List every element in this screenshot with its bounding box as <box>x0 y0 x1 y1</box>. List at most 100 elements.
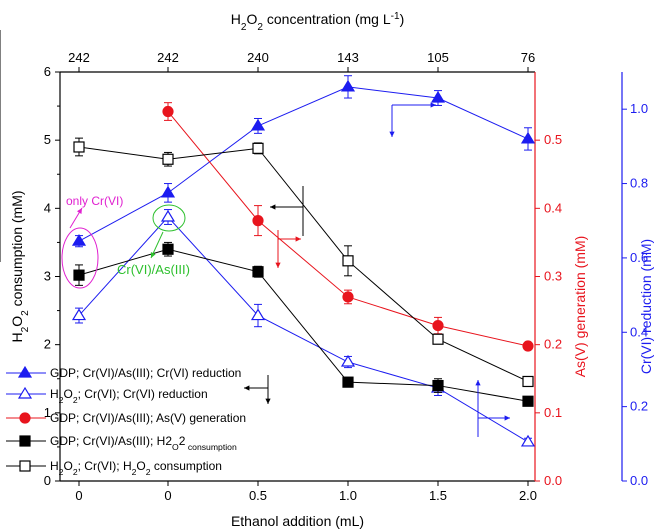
x-tick-label: 2.0 <box>519 488 537 503</box>
arrow-down-blue <box>389 105 395 137</box>
arrow-right-red <box>278 236 301 242</box>
mid-axis-title: As(V) generation (mM) <box>572 236 588 378</box>
x-tick-label: 1.0 <box>339 488 357 503</box>
arrow-left-black <box>244 385 268 391</box>
data-point <box>340 79 356 92</box>
arrow-head <box>150 252 156 258</box>
legend-label: GDP; Cr(VI)/As(III); H2O2 consumption <box>50 434 237 452</box>
series-1 <box>71 209 536 447</box>
top-tick-label: 242 <box>157 50 179 65</box>
arrow-head <box>275 262 281 268</box>
data-point <box>252 266 264 278</box>
arrow-head <box>389 131 395 137</box>
data-point <box>520 434 536 447</box>
left-tick-label: 0 <box>44 473 51 488</box>
arrow-head <box>475 380 481 386</box>
legend: GDP; Cr(VI)/As(III); Cr(VI) reduction H2O… <box>6 365 246 477</box>
data-point <box>432 379 444 392</box>
data-point <box>342 376 354 388</box>
arrow-head <box>76 208 82 214</box>
legend-marker <box>19 435 31 447</box>
right-tick-label: 0.4 <box>630 324 648 339</box>
data-point <box>162 243 174 255</box>
data-point <box>340 354 356 367</box>
x-tick-label: 0.5 <box>249 488 267 503</box>
left-tick-label: 1 <box>44 405 51 420</box>
series-line <box>78 216 529 443</box>
series-line <box>78 86 529 242</box>
data-point <box>252 215 264 227</box>
left-tick-label: 6 <box>44 64 51 79</box>
data-point <box>250 308 266 321</box>
annotation-arrow <box>69 207 83 229</box>
annotation-only-crvi: only Cr(VI) <box>66 194 123 208</box>
mid-tick-label: 0.1 <box>544 405 562 420</box>
highlight-ellipse <box>61 227 99 289</box>
mid-tick-label: 0.5 <box>544 132 562 147</box>
top-tick-label: 242 <box>68 50 90 65</box>
data-point <box>250 118 266 131</box>
series-2 <box>162 102 534 352</box>
data-point <box>71 234 87 246</box>
legend-label: H2O2; Cr(VI); H2O2 consumption <box>50 459 222 477</box>
legend-marker <box>17 365 33 378</box>
annotation-arrow <box>150 231 164 259</box>
arrow-right-blue <box>478 415 510 421</box>
data-point <box>342 291 354 303</box>
x-tick-label: 0 <box>164 488 171 503</box>
data-point <box>342 255 354 267</box>
data-point <box>162 105 174 118</box>
arrow-head <box>244 385 250 391</box>
data-point <box>520 131 536 144</box>
mid-tick-label: 0.2 <box>544 337 562 352</box>
arrow-head <box>504 415 510 421</box>
mid-tick-label: 0.4 <box>544 200 562 215</box>
highlight-ellipse <box>152 204 186 232</box>
data-point <box>71 308 87 321</box>
mid-tick-label: 0.0 <box>544 473 562 488</box>
data-point <box>73 141 85 153</box>
top-tick-label: 105 <box>427 50 449 65</box>
data-point <box>430 90 446 103</box>
data-point <box>522 340 534 352</box>
top-tick-label: 240 <box>247 50 269 65</box>
x-axis-title: Ethanol addition (mL) <box>231 513 364 529</box>
legend-marker <box>19 460 31 472</box>
data-point <box>432 333 444 345</box>
arrow-head <box>430 102 436 108</box>
right-tick-label: 1.0 <box>630 101 648 116</box>
arrow-head <box>265 398 271 404</box>
left-axis-title: H2O2 consumption (mM) <box>9 190 31 342</box>
arrow-right-blue <box>392 102 436 108</box>
data-point <box>160 209 176 222</box>
left-axis-title-group: H2O2 consumption (mM) <box>9 190 31 342</box>
legend-marker <box>19 412 31 424</box>
right-tick-label: 0.2 <box>630 399 648 414</box>
data-point <box>522 395 534 407</box>
right-axis-title: Cr(VI) reduction (mM) <box>638 239 654 374</box>
arrow-head <box>270 204 276 210</box>
left-tick-label: 5 <box>44 132 51 147</box>
legend-label: GDP; Cr(VI)/As(III); Cr(VI) reduction <box>50 366 241 380</box>
x-tick-label: 0 <box>75 488 82 503</box>
legend-marker <box>17 386 33 399</box>
data-point <box>162 153 174 165</box>
arrow-head <box>295 236 301 242</box>
top-axis-title: H2O2 concentration (mg L-1) <box>231 11 405 33</box>
arrow-up-blue <box>475 380 481 418</box>
data-point <box>522 375 534 388</box>
mid-tick-label: 0.3 <box>544 269 562 284</box>
series-line <box>167 111 529 347</box>
series-0 <box>71 75 536 248</box>
arrow-down-black <box>265 388 271 404</box>
legend-label: H2O2; Cr(VI); Cr(VI) reduction <box>50 387 208 405</box>
top-tick-label: 76 <box>521 50 535 65</box>
data-point <box>432 319 444 332</box>
arrow-down-red <box>275 239 281 268</box>
top-tick-label: 143 <box>337 50 359 65</box>
data-point <box>160 185 176 198</box>
left-tick-label: 3 <box>44 269 51 284</box>
right-tick-label: 0.6 <box>630 250 648 265</box>
